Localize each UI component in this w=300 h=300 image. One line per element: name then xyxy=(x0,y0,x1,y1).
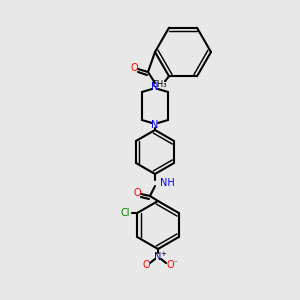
Text: O: O xyxy=(130,63,138,73)
Text: N: N xyxy=(154,252,162,262)
Text: NH: NH xyxy=(160,178,175,188)
Text: O: O xyxy=(142,260,150,270)
Text: Cl: Cl xyxy=(121,208,130,218)
Text: CH₃: CH₃ xyxy=(151,80,167,89)
Text: +: + xyxy=(160,251,166,257)
Text: O: O xyxy=(133,188,141,198)
Text: ⁻: ⁻ xyxy=(173,260,177,266)
Text: N: N xyxy=(151,82,159,92)
Text: O: O xyxy=(166,260,174,270)
Text: N: N xyxy=(151,120,159,130)
